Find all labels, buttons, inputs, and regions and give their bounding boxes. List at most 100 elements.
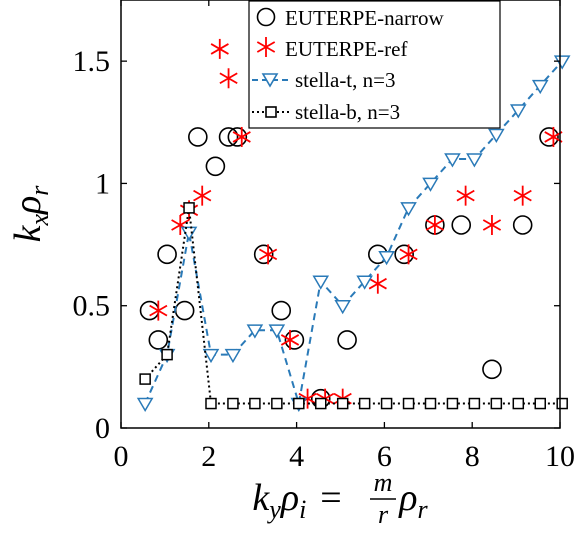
x-label-denominator: r — [378, 500, 389, 529]
x-label-equals: = — [320, 477, 341, 519]
data-point-asterisk — [149, 300, 168, 321]
x-label-fraction: m r — [370, 468, 396, 529]
y-label-sub1: x — [25, 214, 54, 227]
data-point-circle — [512, 215, 533, 235]
x-axis-label: kyρi = ρr — [252, 477, 428, 524]
data-point-circle — [482, 359, 502, 380]
x-tick-label: 0 — [114, 440, 129, 473]
x-label-sub1: y — [266, 495, 281, 524]
data-point-circle — [253, 244, 274, 265]
data-point-square — [161, 348, 173, 361]
y-tick-label: 0.5 — [73, 290, 111, 323]
data-point-asterisk — [425, 215, 444, 236]
data-point-square — [380, 397, 393, 410]
data-point-square — [293, 397, 305, 410]
data-point-asterisk — [513, 185, 532, 206]
legend-label-stella-t: stella-t, n=3 — [295, 68, 396, 92]
data-point-square — [468, 397, 481, 410]
y-axis-label: kxρr — [7, 185, 54, 243]
data-point-asterisk — [399, 244, 418, 265]
data-point-triangle — [488, 128, 505, 144]
data-point-asterisk — [210, 38, 229, 59]
legend: EUTERPE-narrow EUTERPE-ref stella-t, n=3… — [248, 0, 501, 129]
data-point-square — [249, 397, 261, 410]
data-point-square — [314, 397, 327, 410]
data-point-circle — [337, 330, 357, 350]
legend-marker-square — [265, 106, 277, 118]
y-tick-label: 1 — [95, 167, 110, 200]
data-point-square — [402, 397, 415, 410]
data-point-triangle — [334, 299, 352, 315]
data-point-circle — [451, 215, 472, 235]
data-point-square — [183, 202, 195, 214]
x-label-main: k — [252, 477, 270, 519]
data-point-circle — [284, 330, 305, 350]
data-point-square — [490, 397, 503, 410]
data-point-triangle — [422, 177, 439, 192]
data-point-triangle — [400, 202, 417, 217]
plot-frame — [120, 0, 561, 429]
y-tick-label: 1.5 — [73, 45, 111, 78]
data-point-asterisk — [482, 215, 502, 236]
data-point-square — [534, 397, 546, 410]
data-point-circle — [227, 127, 248, 147]
data-point-square — [424, 397, 437, 410]
data-point-triangle — [136, 397, 154, 413]
data-point-circle — [539, 127, 559, 147]
data-point-triangle — [268, 324, 286, 339]
legend-entry-stella-t: stella-t, n=3 — [252, 68, 396, 92]
x-label-rho: ρ — [280, 477, 299, 519]
series-stella-b-n-3 — [139, 202, 568, 410]
data-point-circle — [148, 330, 169, 350]
data-point-circle — [188, 127, 208, 147]
data-point-circle — [271, 300, 292, 321]
data-point-triangle — [246, 324, 264, 339]
legend-label-stella-b: stella-b, n=3 — [295, 100, 400, 124]
data-point-asterisk — [232, 126, 251, 147]
data-point-square — [336, 397, 349, 410]
data-point-square — [271, 397, 283, 410]
data-point-square — [512, 397, 525, 410]
legend-entry-euterpe-ref: EUTERPE-ref — [256, 37, 407, 61]
x-tick-label: 6 — [377, 440, 392, 473]
x-tick-label: 10 — [545, 440, 575, 473]
data-point-circle — [157, 244, 177, 265]
legend-label-euterpe-narrow: EUTERPE-narrow — [285, 6, 444, 30]
x-label-numerator: m — [374, 468, 393, 497]
data-point-triangle — [553, 55, 571, 70]
legend-entry-stella-b: stella-b, n=3 — [252, 100, 400, 124]
data-point-asterisk — [368, 273, 387, 294]
data-point-triangle — [312, 275, 330, 290]
data-point-square — [446, 397, 459, 410]
legend-marker-triangle — [261, 73, 279, 88]
data-point-asterisk — [258, 244, 278, 265]
legend-entry-euterpe-narrow: EUTERPE-narrow — [256, 6, 444, 30]
ticks-layer: 0 2 4 6 8 10 0 0.5 1 1.5 — [73, 0, 575, 473]
data-point-asterisk — [280, 329, 300, 350]
data-point-asterisk — [193, 185, 212, 206]
data-point-asterisk — [219, 68, 238, 89]
x-label-rho2: ρ — [398, 477, 417, 519]
data-point-triangle — [466, 153, 483, 168]
x-label-sub3: r — [417, 495, 428, 524]
data-point-triangle — [444, 153, 461, 168]
x-label-sub2: i — [299, 495, 306, 524]
series-euterpe-narrow — [139, 127, 559, 409]
legend-marker-asterisk — [256, 37, 276, 57]
data-point-triangle — [202, 348, 220, 364]
data-point-circle — [205, 156, 226, 177]
data-point-asterisk — [456, 185, 475, 206]
y-tick-label: 0 — [95, 412, 110, 445]
series-layer — [136, 38, 571, 413]
legend-label-euterpe-ref: EUTERPE-ref — [285, 37, 407, 61]
x-tick-label: 2 — [201, 440, 216, 473]
data-point-circle — [394, 244, 414, 265]
data-point-triangle — [378, 251, 395, 266]
x-tick-label: 4 — [289, 440, 304, 473]
data-point-square — [139, 373, 151, 385]
legend-marker-circle — [256, 7, 276, 27]
data-point-asterisk — [544, 126, 563, 147]
y-label-rho: ρ — [7, 196, 49, 215]
data-point-square — [358, 397, 371, 410]
